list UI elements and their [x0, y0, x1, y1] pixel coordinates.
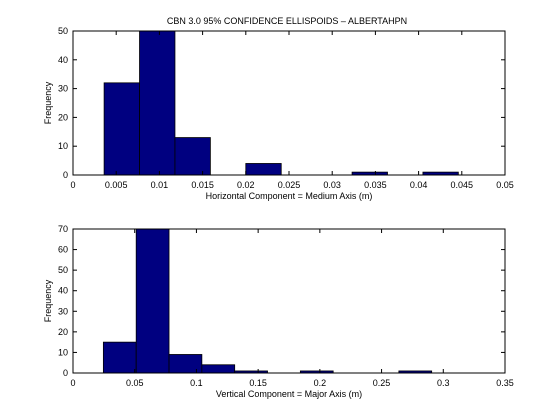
x-tick-label: 0.045 [451, 180, 474, 190]
histogram-bar [245, 163, 282, 176]
histogram-bar [139, 30, 176, 176]
x-tick-label: 0.05 [126, 378, 144, 388]
x-tick-label: 0.02 [237, 180, 255, 190]
y-tick-label: 20 [58, 327, 68, 337]
x-tick-label: 0.005 [105, 180, 128, 190]
x-tick-label: 0.01 [151, 180, 169, 190]
y-tick-label: 30 [58, 306, 68, 316]
y-tick-label: 70 [58, 224, 68, 234]
figure-title: CBN 3.0 95% CONFIDENCE ELLISPOIDS – ALBE… [167, 16, 407, 26]
x-tick-label: 0.25 [373, 378, 391, 388]
x-axis-label: Horizontal Component = Medium Axis (m) [206, 191, 373, 201]
x-tick-label: 0.35 [496, 378, 514, 388]
y-tick-label: 50 [58, 26, 68, 36]
y-tick-label: 20 [58, 112, 68, 122]
x-tick-label: 0 [70, 378, 75, 388]
y-axis-label: Frequency [43, 279, 53, 322]
x-tick-label: 0.05 [496, 180, 514, 190]
y-tick-label: 10 [58, 141, 68, 151]
histogram-bar [201, 364, 236, 374]
x-tick-label: 0 [70, 180, 75, 190]
y-tick-label: 50 [58, 265, 68, 275]
histogram-horizontal-component: 0 0.005 0.01 0.015 0.02 0.025 0.03 0.035 0.04 0.0… [43, 26, 514, 201]
x-tick-label: 0.04 [410, 180, 428, 190]
y-tick-label: 30 [58, 84, 68, 94]
y-tick-label: 60 [58, 245, 68, 255]
histogram-bar [135, 228, 170, 374]
y-tick-label: 0 [63, 368, 68, 378]
x-tick-label: 0.3 [437, 378, 450, 388]
y-tick-label: 0 [63, 170, 68, 180]
x-axis-label: Vertical Component = Major Axis (m) [216, 389, 362, 399]
y-axis-label: Frequency [43, 81, 53, 124]
histogram-bar [168, 354, 203, 374]
y-tick-label: 40 [58, 55, 68, 65]
x-tick-label: 0.03 [323, 180, 341, 190]
histogram-bar [103, 82, 140, 176]
x-tick-label: 0.035 [364, 180, 387, 190]
x-tick-label: 0.025 [278, 180, 301, 190]
x-tick-label: 0.15 [249, 378, 267, 388]
x-tick-label: 0.1 [190, 378, 203, 388]
x-tick-label: 0.015 [191, 180, 214, 190]
axes-frame [72, 228, 506, 374]
y-tick-label: 10 [58, 347, 68, 357]
x-tick-label: 0.2 [314, 378, 327, 388]
y-tick-label: 40 [58, 286, 68, 296]
histogram-bar [174, 137, 211, 176]
histogram-bar [102, 341, 137, 374]
histogram-vertical-component: 0 0.05 0.1 0.15 0.2 0.25 0.3 0.35 0 10 20 30 40 50 60 7… [43, 224, 514, 399]
